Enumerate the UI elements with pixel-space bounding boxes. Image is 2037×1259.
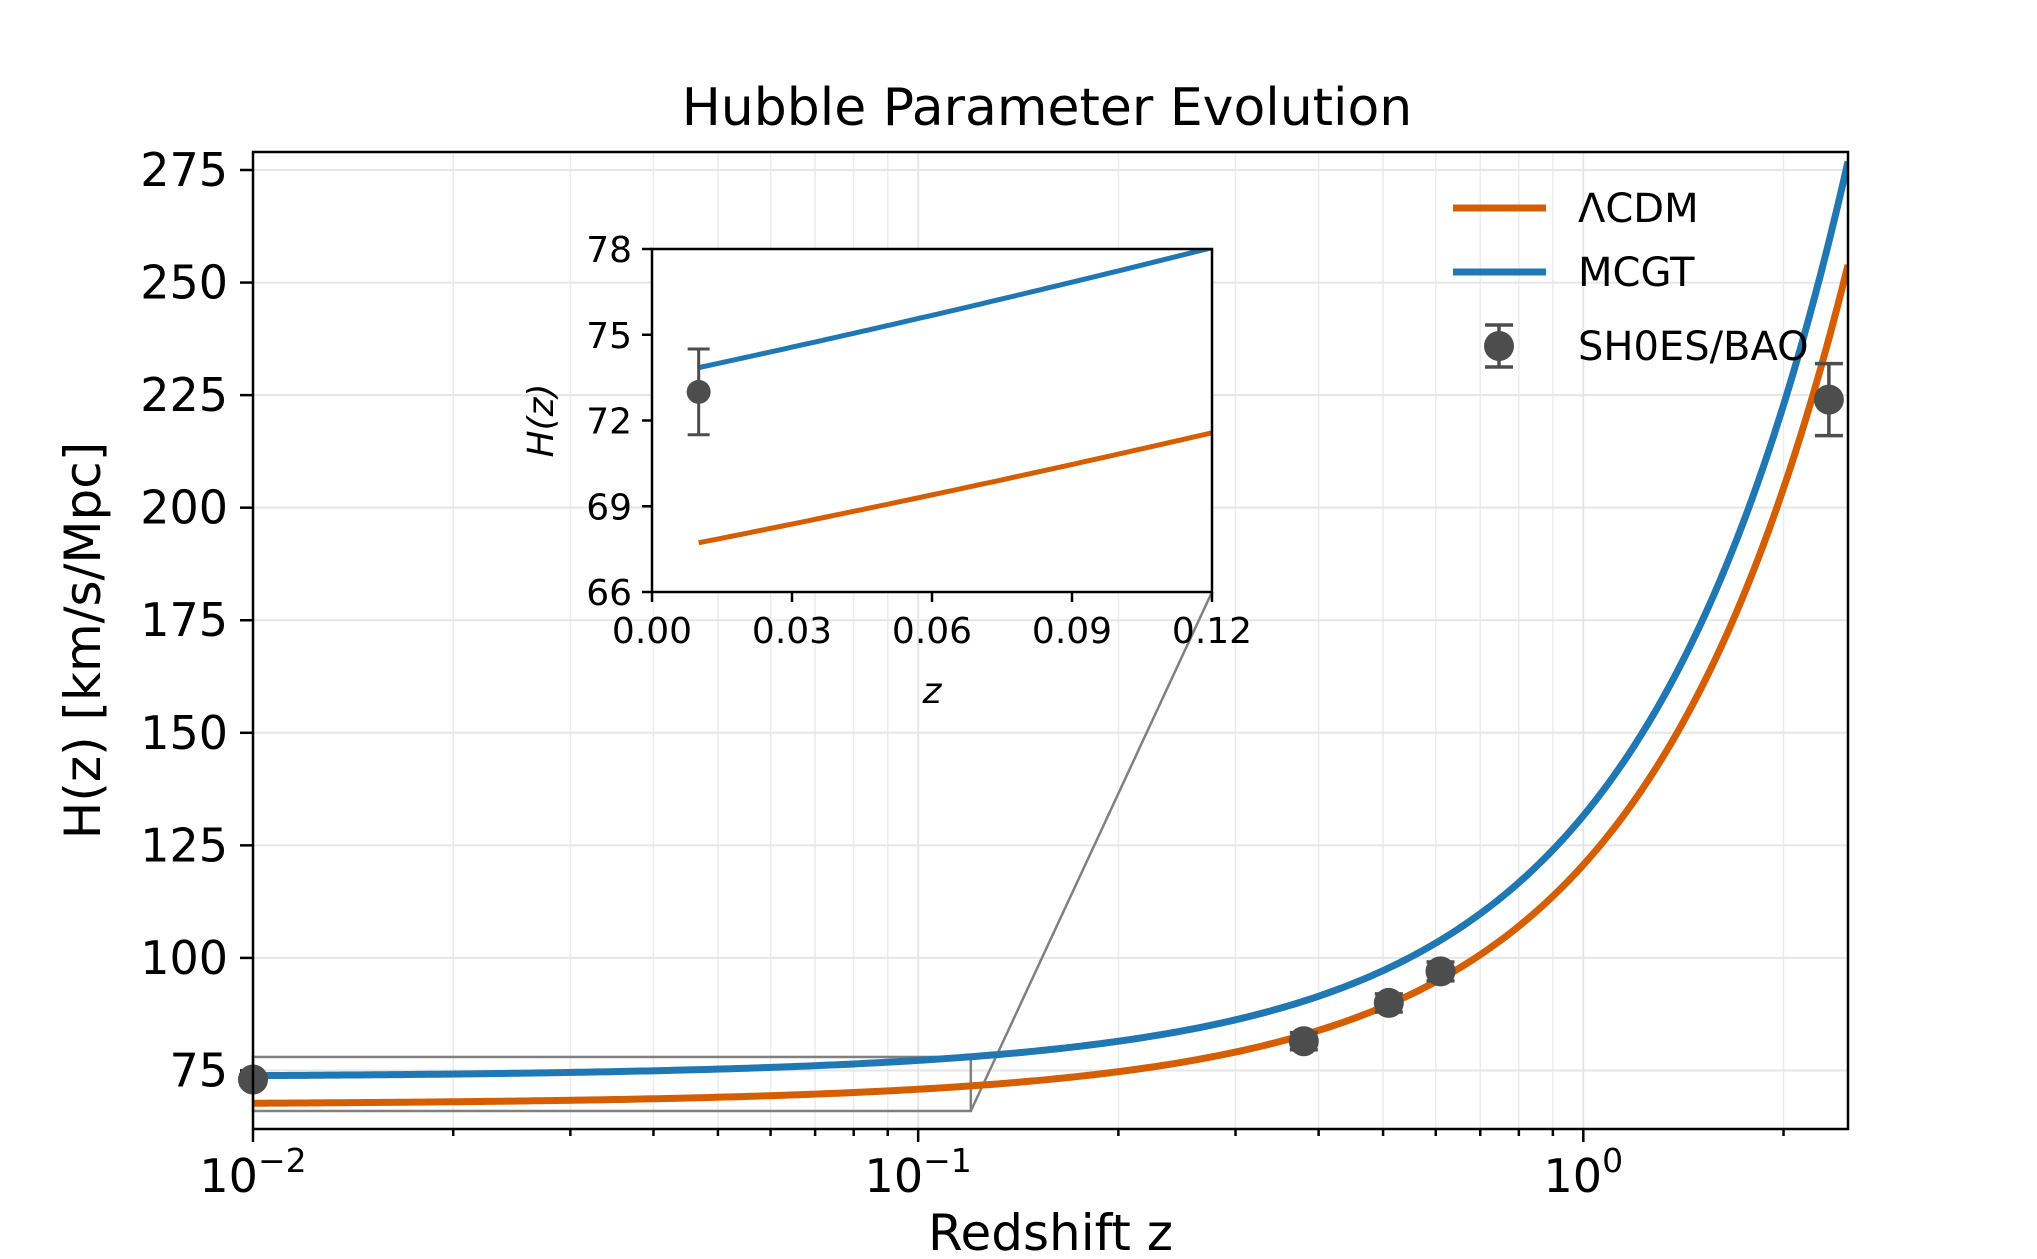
x-tick-label: 10−2 [199, 1141, 306, 1203]
observation-point [1288, 1026, 1319, 1057]
zoom-connector-line [969, 591, 1214, 1112]
y-tick-label: 100 [140, 931, 228, 985]
inset-y-tick-label: 75 [586, 316, 632, 357]
data-marker [1813, 384, 1844, 415]
y-axis-label: H(z) [km/s/Mpc] [54, 442, 112, 840]
inset-x-tick-label: 0.06 [892, 611, 972, 652]
main-plot-area: 10−2 10−1 100 75 100 125 150 175 200 225 250 275 Red… [54, 143, 1850, 1259]
inset-data-marker [686, 379, 711, 404]
legend: ΛCDM MCGT SH0ES/BAO [1453, 186, 1809, 370]
y-tick-label: 275 [140, 143, 228, 197]
x-axis-label: Redshift z [928, 1204, 1173, 1259]
inset-background [652, 249, 1212, 592]
inset-x-tick-label: 0.03 [752, 611, 832, 652]
y-tick-label: 200 [140, 481, 228, 535]
inset-x-axis-label: z [922, 671, 943, 712]
inset-x-tick-label: 0.09 [1032, 611, 1112, 652]
x-tick-label: 100 [1544, 1141, 1624, 1203]
legend-marker [1484, 331, 1514, 361]
inset-plot-area: 0.00 0.03 0.06 0.09 0.12 66 69 72 75 78 z H(z) [521, 230, 1252, 712]
observation-point [1425, 956, 1456, 987]
legend-label: MCGT [1578, 250, 1695, 296]
observation-point [1373, 987, 1404, 1018]
data-marker [1373, 987, 1404, 1018]
legend-label: SH0ES/BAO [1578, 324, 1809, 370]
y-tick-label: 175 [140, 593, 228, 647]
y-tick-label: 125 [140, 818, 228, 872]
y-tick-label: 150 [140, 706, 228, 760]
plot-frame [251, 150, 1850, 1131]
y-tick-label: 75 [169, 1043, 228, 1097]
inset-observation-point [686, 347, 711, 437]
inset-y-tick-label: 78 [586, 230, 632, 271]
inset-curves [698, 249, 1212, 546]
y-tick-label: 250 [140, 256, 228, 310]
data-marker [1425, 956, 1456, 987]
inset-y-tick-label: 66 [586, 573, 632, 614]
series-line-ΛCDM [253, 264, 1848, 1107]
inset-y-tick-label: 72 [586, 402, 632, 443]
legend-label: ΛCDM [1578, 186, 1699, 232]
inset-series-line-ΛCDM [698, 430, 1212, 546]
inset-x-tick-label: 0.12 [1172, 611, 1252, 652]
series-line-MCGT [253, 160, 1848, 1080]
inset-y-tick-label: 69 [586, 487, 632, 528]
chart-title: Hubble Parameter Evolution [682, 78, 1413, 138]
main-curves [253, 160, 1848, 1107]
inset-x-tick-label: 0.00 [612, 611, 692, 652]
x-tick-label: 10−1 [865, 1141, 972, 1203]
inset-frame [650, 247, 1214, 594]
inset-series-line-MCGT [698, 249, 1212, 371]
inset-y-axis-label: H(z) [521, 383, 562, 457]
observation-point [1813, 361, 1844, 438]
y-tick-label: 225 [140, 368, 228, 422]
data-marker [1288, 1026, 1319, 1057]
